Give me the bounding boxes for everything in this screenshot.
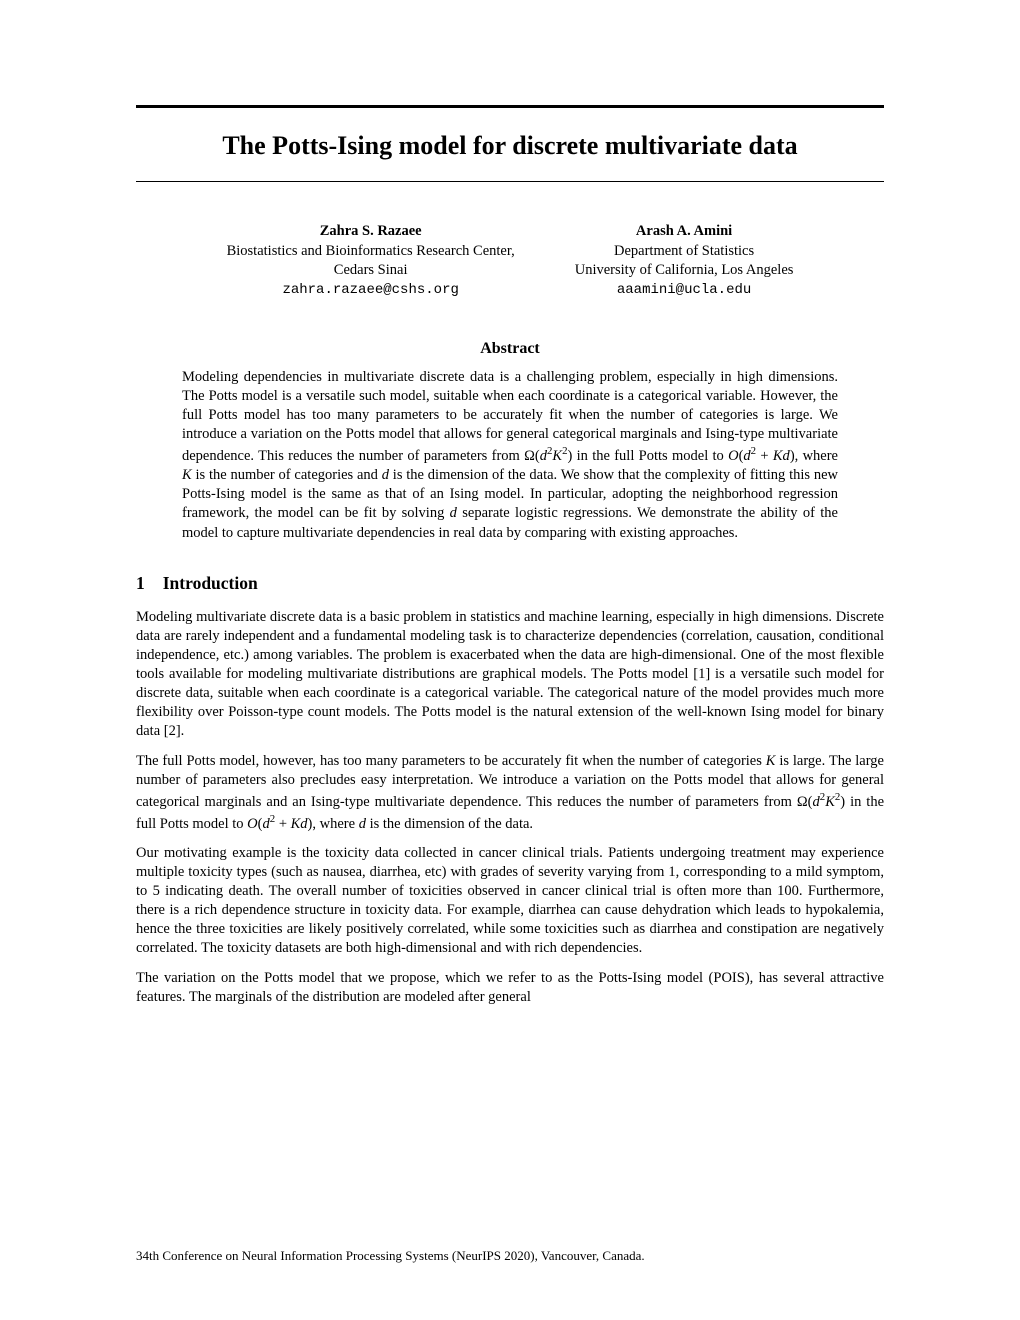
section-heading: 1 Introduction bbox=[136, 573, 884, 594]
conference-footer: 34th Conference on Neural Information Pr… bbox=[136, 1248, 645, 1264]
author-email: zahra.razaee@cshs.org bbox=[227, 281, 515, 300]
paragraph: The variation on the Potts model that we… bbox=[136, 969, 884, 1007]
paragraph: Modeling multivariate discrete data is a… bbox=[136, 608, 884, 742]
top-rule bbox=[136, 105, 884, 108]
authors-row: Zahra S. Razaee Biostatistics and Bioinf… bbox=[136, 222, 884, 300]
author-block-1: Arash A. Amini Department of Statistics … bbox=[575, 222, 794, 300]
author-affil-line1: Biostatistics and Bioinformatics Researc… bbox=[227, 242, 515, 262]
page: The Potts-Ising model for discrete multi… bbox=[0, 0, 1020, 1320]
paragraph: The full Potts model, however, has too m… bbox=[136, 752, 884, 834]
abstract-body: Modeling dependencies in multivariate di… bbox=[182, 368, 838, 543]
abstract-heading: Abstract bbox=[136, 340, 884, 358]
section-title: Introduction bbox=[163, 573, 258, 593]
title-underline bbox=[136, 181, 884, 182]
author-affil-line2: Cedars Sinai bbox=[227, 261, 515, 281]
author-email: aaamini@ucla.edu bbox=[575, 281, 794, 300]
author-affil-line1: Department of Statistics bbox=[575, 242, 794, 262]
paper-title: The Potts-Ising model for discrete multi… bbox=[136, 130, 884, 161]
author-name: Arash A. Amini bbox=[575, 222, 794, 242]
section-number: 1 bbox=[136, 573, 145, 594]
author-block-0: Zahra S. Razaee Biostatistics and Bioinf… bbox=[227, 222, 515, 300]
author-name: Zahra S. Razaee bbox=[227, 222, 515, 242]
section-body: Modeling multivariate discrete data is a… bbox=[136, 608, 884, 1007]
author-affil-line2: University of California, Los Angeles bbox=[575, 261, 794, 281]
abstract-text: Modeling dependencies in multivariate di… bbox=[182, 369, 838, 541]
paragraph: Our motivating example is the toxicity d… bbox=[136, 844, 884, 959]
